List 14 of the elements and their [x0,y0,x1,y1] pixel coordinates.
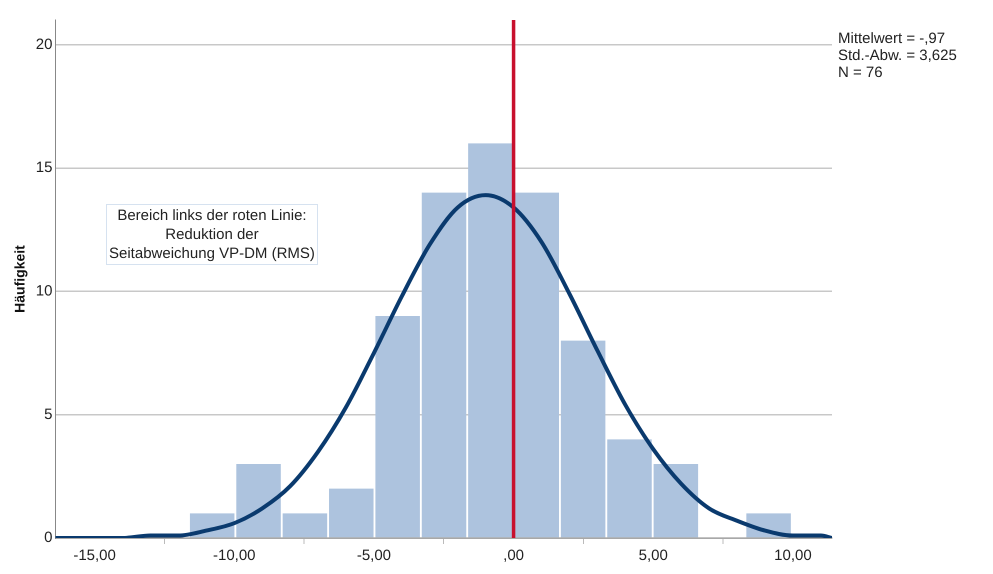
x-tick-label: -5,00 [356,547,392,564]
x-tick-label: ,00 [503,547,524,564]
y-tick-label: 5 [44,406,52,423]
x-tick-label: 10,00 [774,547,812,564]
y-axis-title: Häufigkeit [11,244,28,313]
text: Mittelwert = -,97 Std.-Abw. = 3,625 N = 76 [838,30,957,81]
y-tick-label: 0 [44,529,52,546]
annotation: Bereich links der roten Linie: Reduktion der Seitabweichung VP-DM (RMS) [106,204,318,265]
y-tick-label: 20 [36,36,52,53]
x-tick-label: -15,00 [73,547,116,564]
x-tick-label: 5,00 [638,547,668,564]
y-tick-label: 10 [36,282,52,300]
x-tick-label: -10,00 [212,547,256,564]
y-tick-label: 15 [36,159,52,176]
